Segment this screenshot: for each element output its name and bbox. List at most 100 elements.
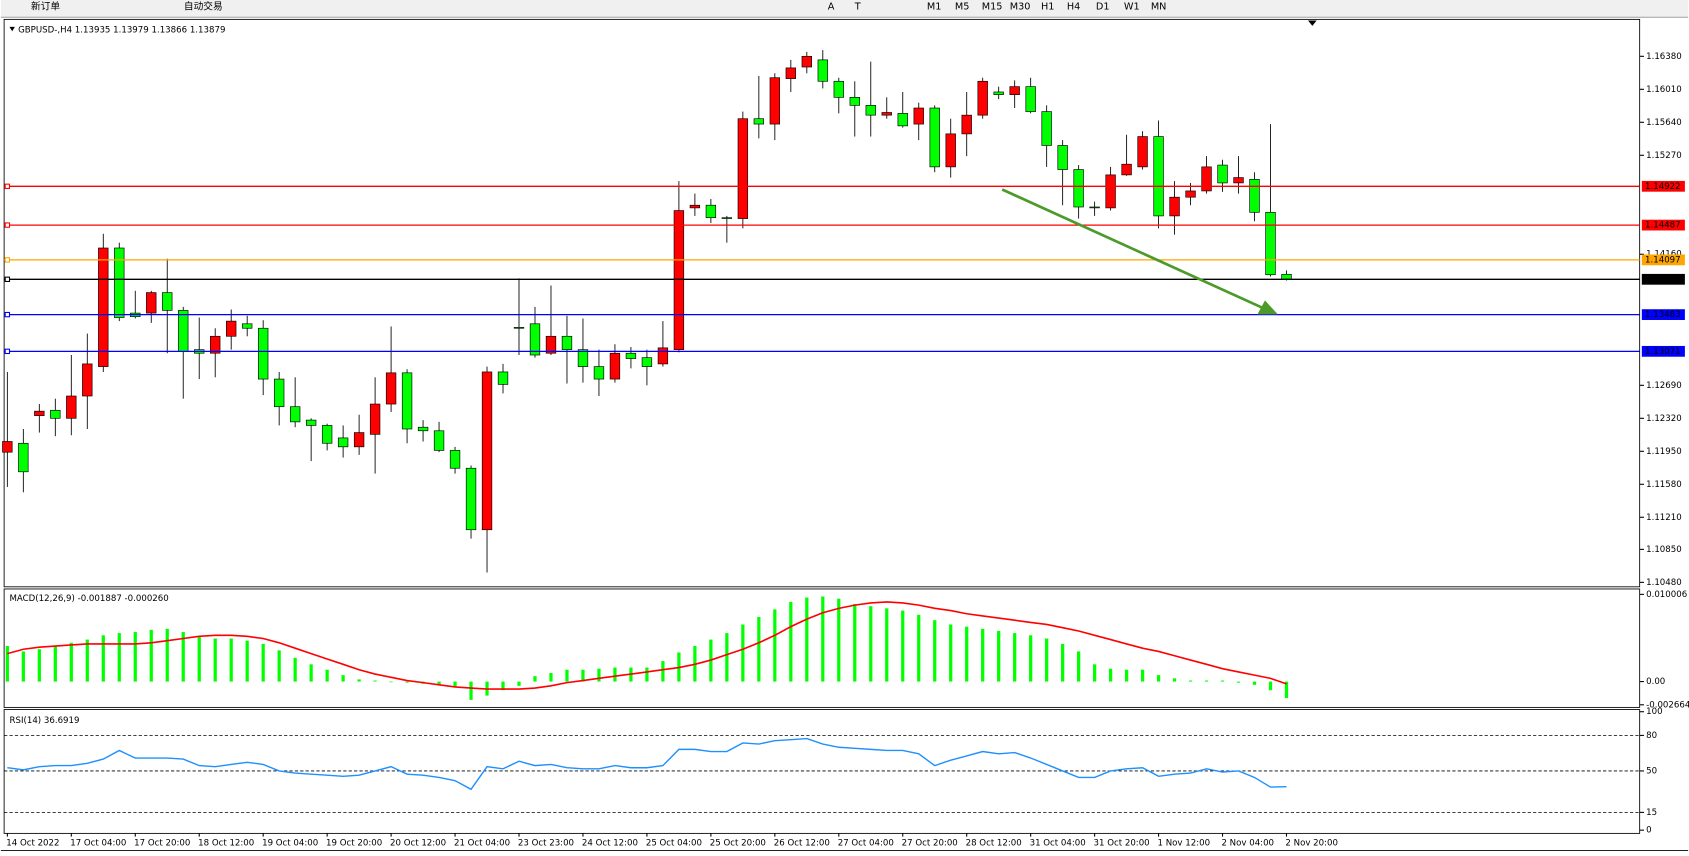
x-tick-label: 18 Oct 12:00 <box>198 839 254 849</box>
candle-body <box>1201 166 1212 192</box>
candle-body <box>82 363 93 397</box>
histogram-bar <box>357 679 361 682</box>
level-tag <box>1641 345 1685 357</box>
level-tag <box>1641 254 1685 266</box>
histogram-bar <box>261 643 265 682</box>
histogram-bar <box>213 638 217 682</box>
toolbar-button: 自动交易 <box>184 0 223 12</box>
candle-body <box>162 292 173 311</box>
histogram-bar <box>85 639 89 682</box>
candle-body <box>273 378 285 408</box>
toolbar-button[interactable]: W1 <box>1124 1 1140 12</box>
y-tick-label: 1.11210 <box>1646 513 1682 523</box>
histogram-bar <box>741 624 745 682</box>
histogram-bar <box>645 667 649 682</box>
candle-body <box>561 335 573 350</box>
candle-body <box>961 114 972 135</box>
toolbar-button[interactable]: D1 <box>1096 1 1110 12</box>
candle-body <box>1153 136 1164 217</box>
histogram-bar <box>1284 681 1289 699</box>
candle-body <box>226 320 237 337</box>
toolbar-button[interactable]: MN <box>1151 1 1167 12</box>
histogram-bar <box>181 632 185 682</box>
candle-body <box>545 335 557 354</box>
candle-body <box>913 107 924 125</box>
candle-body <box>705 204 717 219</box>
panel-title: GBPUSD-,H4 1.13935 1.13979 1.13866 1.138… <box>18 26 225 36</box>
histogram-bar <box>581 669 585 682</box>
panel-menu-icon <box>9 26 15 32</box>
histogram-bar <box>309 664 313 682</box>
candle-body <box>449 450 461 469</box>
candle-body <box>785 67 796 79</box>
toolbar-button[interactable]: H4 <box>1067 1 1080 12</box>
candle-body <box>897 113 908 127</box>
histogram-bar <box>325 669 329 682</box>
candle-body <box>609 352 621 380</box>
histogram-bar <box>389 681 393 683</box>
histogram-bar <box>1252 681 1257 685</box>
histogram-bar <box>549 672 553 682</box>
candle-body <box>242 323 253 329</box>
candle-body <box>146 292 157 314</box>
candle-body <box>98 247 109 367</box>
histogram-bar <box>5 646 9 682</box>
histogram-bar <box>885 608 889 682</box>
candle-body <box>1025 86 1036 112</box>
histogram-bar <box>405 681 409 683</box>
histogram-bar <box>517 681 521 686</box>
candle-body <box>417 426 429 432</box>
candle-body <box>641 357 653 367</box>
candle-body <box>1169 196 1180 217</box>
toolbar-button[interactable]: M15 <box>982 1 1003 12</box>
histogram-bar <box>117 633 121 682</box>
candle-body <box>817 59 828 82</box>
candle-body <box>1009 86 1020 95</box>
candle-body <box>881 112 892 116</box>
histogram-bar <box>901 610 905 682</box>
y-tick-label: 0 <box>1646 826 1651 836</box>
histogram-bar <box>101 635 105 682</box>
trend-arrow <box>1001 188 1278 315</box>
histogram-bar <box>1045 638 1049 682</box>
histogram-bar <box>1029 635 1033 682</box>
rsi-line <box>7 737 1287 791</box>
toolbar-button: A <box>828 1 835 12</box>
candle-body <box>1233 177 1244 184</box>
toolbar-button[interactable]: M5 <box>955 1 970 12</box>
candle-body <box>337 437 349 448</box>
y-tick-label: 1.10480 <box>1646 578 1682 588</box>
toolbar-button[interactable]: M1 <box>927 1 942 12</box>
candle-body <box>1281 273 1292 280</box>
candle-body <box>2 441 13 453</box>
histogram-bar <box>197 636 201 682</box>
candle-body <box>50 409 61 419</box>
histogram-bar <box>917 614 921 682</box>
histogram-bar <box>869 606 873 682</box>
candle-body <box>1041 111 1052 146</box>
rsi-panel <box>3 709 1641 834</box>
candle-body <box>625 352 637 359</box>
level-label: 1.13071 <box>1645 347 1681 357</box>
x-tick-label: 19 Oct 04:00 <box>262 839 318 849</box>
candle-body <box>1105 174 1116 209</box>
histogram-bar <box>37 649 41 682</box>
histogram-bar <box>469 681 473 700</box>
histogram-bar <box>453 681 457 687</box>
y-tick-label: 50 <box>1646 766 1657 776</box>
level-label: 1.13879 <box>1645 275 1681 285</box>
y-tick-label: 15 <box>1646 808 1657 818</box>
candle-body <box>178 310 189 352</box>
candle-body <box>385 372 397 405</box>
histogram-bar <box>805 597 809 682</box>
toolbar-button[interactable]: M30 <box>1010 1 1031 12</box>
histogram-bar <box>613 667 617 682</box>
histogram-bar <box>149 629 153 682</box>
level-label: 1.14922 <box>1645 182 1681 192</box>
candle-body <box>258 327 269 380</box>
chart-shift-marker <box>1308 20 1317 26</box>
histogram-bar <box>245 640 249 682</box>
toolbar-button[interactable]: H1 <box>1041 1 1054 12</box>
y-tick-label: 0.010006 <box>1646 590 1687 600</box>
candle-body <box>513 327 525 329</box>
